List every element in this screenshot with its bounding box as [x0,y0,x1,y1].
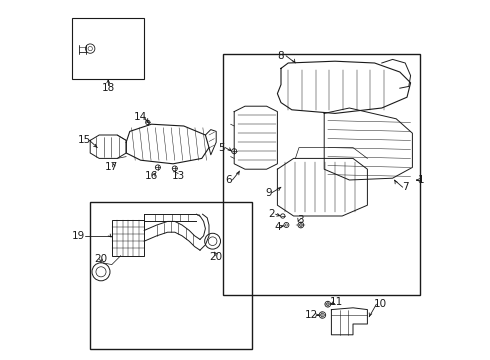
Text: 1: 1 [418,175,425,185]
Text: 2: 2 [269,209,275,219]
Text: 12: 12 [305,310,318,320]
Text: 11: 11 [330,297,343,307]
Text: 18: 18 [101,83,115,93]
Text: 4: 4 [274,222,281,232]
Text: 5: 5 [218,143,225,153]
Text: 7: 7 [402,182,409,192]
Text: 14: 14 [134,112,147,122]
Text: 6: 6 [225,175,232,185]
Text: 15: 15 [78,135,92,145]
Text: 20: 20 [95,254,108,264]
Text: 16: 16 [145,171,158,181]
Text: 19: 19 [72,231,85,241]
Text: 13: 13 [172,171,185,181]
Text: 9: 9 [265,188,272,198]
Text: 20: 20 [210,252,223,262]
Text: 10: 10 [373,299,387,309]
Text: 8: 8 [278,51,284,61]
Text: 3: 3 [297,215,304,225]
Text: 17: 17 [105,162,119,172]
